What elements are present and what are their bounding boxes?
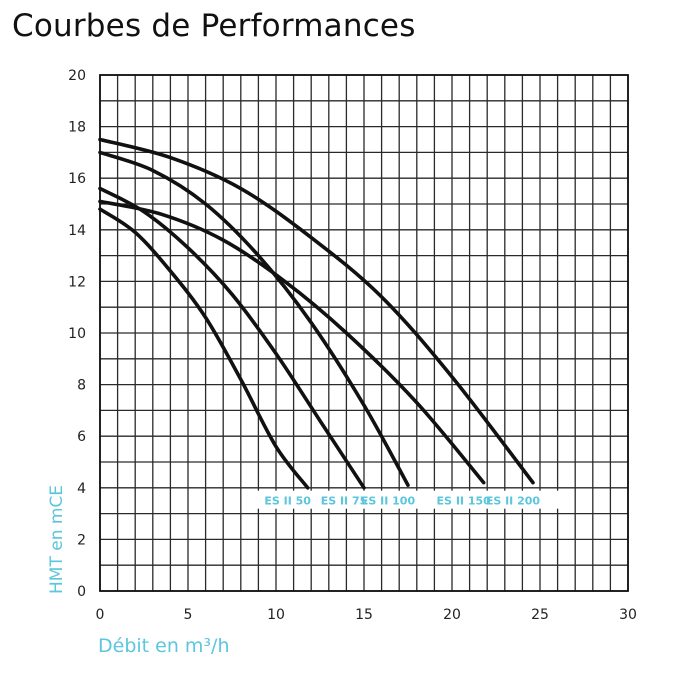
chart-grid — [99, 74, 629, 592]
chart-series — [98, 137, 535, 490]
y-axis-ticks: 0 2 4 6 8 10 12 14 16 18 20 — [68, 68, 86, 600]
y-tick-label: 6 — [77, 429, 86, 445]
curve-label: ES II 75 — [321, 495, 368, 508]
series-line-4 — [98, 199, 486, 485]
y-tick-label: 20 — [68, 68, 86, 84]
y-tick-label: 4 — [77, 481, 86, 497]
series-line-3 — [98, 150, 410, 488]
x-axis-ticks: 0 5 10 15 20 25 30 — [96, 607, 637, 623]
curve-label: ES II 200 — [486, 495, 541, 508]
x-axis-label: Débit en m³/h — [98, 635, 230, 657]
x-tick-label: 15 — [355, 607, 373, 623]
y-tick-label: 8 — [77, 378, 86, 394]
series-line-1 — [98, 207, 310, 490]
curve-label: ES II 150 — [437, 495, 492, 508]
x-tick-label: 20 — [443, 607, 461, 623]
plot-area — [99, 74, 629, 592]
x-tick-label: 25 — [531, 607, 549, 623]
y-tick-label: 10 — [68, 326, 86, 342]
y-tick-label: 14 — [68, 223, 86, 239]
plot-border — [99, 74, 629, 592]
y-tick-label: 12 — [68, 274, 86, 290]
x-tick-label: 10 — [267, 607, 285, 623]
y-tick-label: 16 — [68, 171, 86, 187]
series-line-5 — [98, 137, 535, 485]
curve-label: ES II 50 — [264, 495, 311, 508]
x-tick-label: 0 — [96, 607, 105, 623]
series-line-2 — [98, 186, 366, 490]
y-axis-label: HMT en mCE — [47, 485, 67, 594]
curve-label: ES II 100 — [361, 495, 416, 508]
y-tick-label: 0 — [77, 584, 86, 600]
label-band — [251, 490, 560, 509]
page-title: Courbes de Performances — [12, 8, 416, 44]
y-tick-label: 2 — [77, 532, 86, 548]
y-tick-label: 18 — [68, 120, 86, 136]
x-tick-label: 5 — [184, 607, 193, 623]
x-tick-label: 30 — [619, 607, 637, 623]
